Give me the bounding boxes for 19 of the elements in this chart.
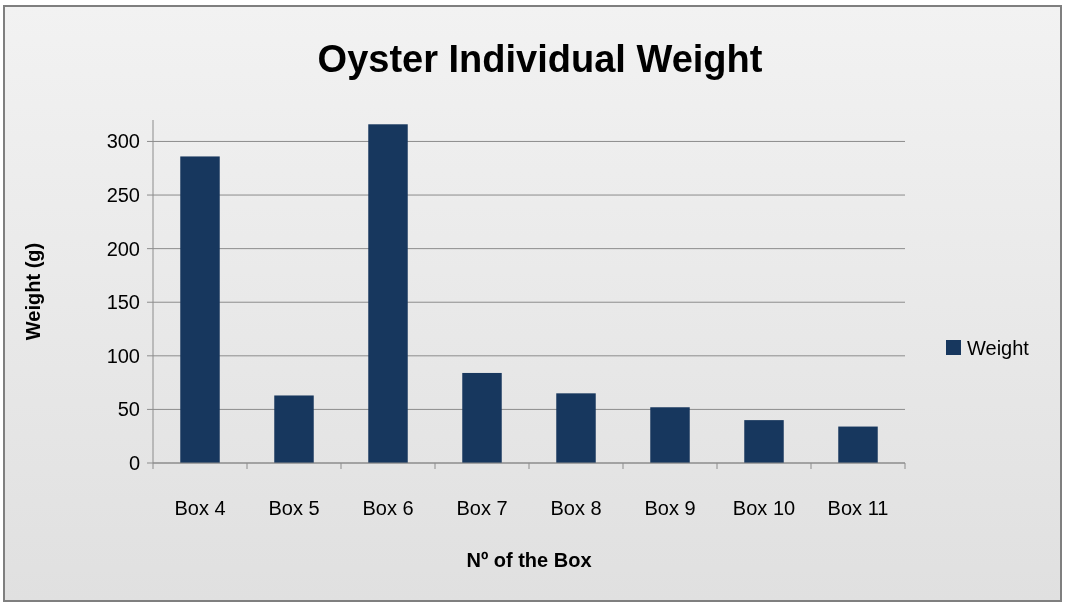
y-tick-label: 250 [106,184,140,207]
x-tick-label: Box 8 [550,497,602,519]
x-tick-label: Box 9 [644,497,696,519]
x-tick-label: Box 5 [268,497,320,519]
x-tick-label: Box 7 [456,497,508,519]
y-tick-label: 200 [106,237,140,260]
x-tick-label: Box 11 [827,497,889,519]
chart-title: Oyster Individual Weight [317,38,763,80]
x-tick-label: Box 4 [174,497,226,519]
y-axis-title: Weight (g) [22,242,44,341]
y-tick-label: 150 [106,291,140,314]
x-tick-label: Box 10 [732,497,796,519]
y-tick-label: 300 [106,130,140,153]
y-tick-label: 100 [106,344,140,367]
x-axis-title: Nº of the Box [466,549,592,571]
legend-label: Weight [967,337,1030,359]
x-tick-label: Box 6 [362,497,414,519]
y-tick-label: 0 [128,452,140,474]
y-tick-label: 50 [117,398,140,421]
